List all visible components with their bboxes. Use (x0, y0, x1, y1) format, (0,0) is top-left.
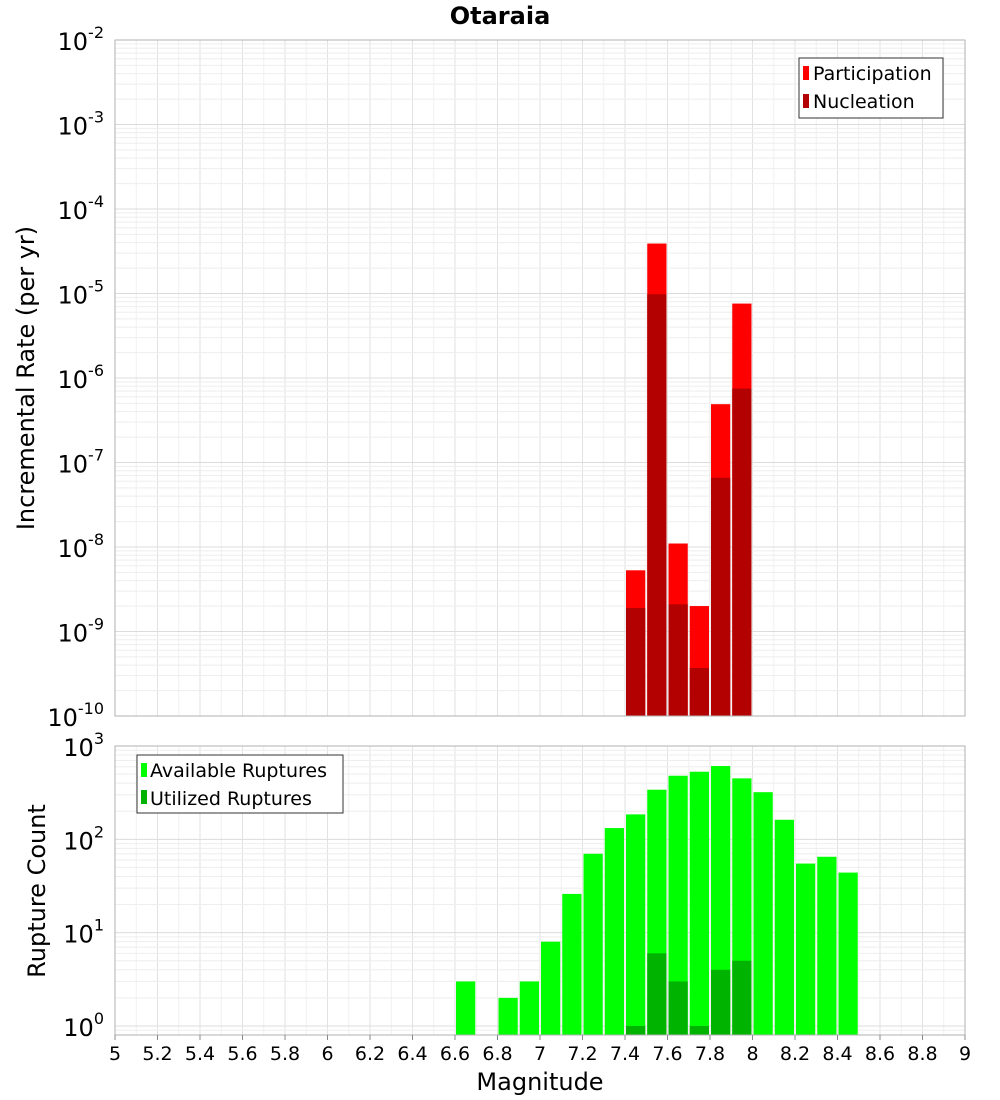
rate-y-tick-label: 10-4 (58, 192, 105, 225)
available-ruptures-bar (519, 981, 539, 1035)
rate-y-tick-label: 10-5 (58, 277, 105, 310)
rate-y-tick-label: 10-7 (58, 446, 105, 479)
rate-y-tick-label: 10-6 (58, 361, 105, 394)
rate-plot-grid (114, 39, 966, 717)
count-y-tick-label: 100 (63, 1009, 104, 1042)
available-ruptures-bar (796, 863, 816, 1035)
available-ruptures-bar (753, 792, 773, 1035)
x-tick-label: 6.4 (397, 1043, 427, 1065)
available-ruptures-bar (838, 872, 858, 1035)
legend-label-available: Available Ruptures (150, 760, 327, 782)
x-tick-label: 7.8 (695, 1043, 725, 1065)
available-ruptures-bar (689, 771, 709, 1035)
rate-y-tick-label: 10-2 (58, 23, 105, 56)
x-tick-label: 8.6 (865, 1043, 895, 1065)
magnitude-x-ticks: 5 5.2 5.4 5.6 5.8 6 6.2 6.4 6.6 6.8 7 7.2 7.4 7.6 7.8 8… (109, 1035, 971, 1065)
available-ruptures-bar (456, 981, 476, 1035)
rate-y-tick-label: 10-10 (47, 699, 104, 732)
rate-y-tick-label: 10-9 (58, 615, 105, 648)
count-y-ticks: 100 101 102 103 (63, 729, 104, 1042)
x-tick-label: 7.4 (610, 1043, 640, 1065)
utilized-ruptures-bar (711, 969, 731, 1035)
count-plot: 100 101 102 103 5 5.2 5.4 5.6 5.8 6 6.2 6.4 6.6 6.8 7… (23, 729, 971, 1096)
utilized-ruptures-bar (732, 960, 752, 1035)
legend-label-utilized: Utilized Ruptures (150, 788, 312, 810)
count-y-axis-label: Rupture Count (23, 804, 51, 978)
x-tick-label: 5.4 (185, 1043, 215, 1065)
nucleation-bar (689, 667, 709, 716)
rate-plot-bars (626, 243, 752, 716)
nucleation-bar (711, 477, 731, 716)
nucleation-bar (647, 294, 667, 716)
available-ruptures-bar (626, 814, 646, 1035)
x-tick-label: 7 (534, 1043, 546, 1065)
legend-swatch-utilized (141, 790, 147, 804)
utilized-ruptures-bar (689, 1025, 709, 1035)
rate-y-ticks: 10-10 10-9 10-8 10-7 10-6 10-5 10-4 10-3 10-2 (47, 23, 104, 732)
nucleation-bar (626, 607, 646, 716)
count-y-tick-label: 103 (63, 729, 104, 762)
x-tick-label: 7.2 (567, 1043, 597, 1065)
available-ruptures-bar (562, 893, 582, 1035)
count-y-tick-label: 101 (63, 916, 104, 949)
x-tick-label: 6.2 (355, 1043, 385, 1065)
x-tick-label: 9 (959, 1043, 971, 1065)
x-tick-label: 5.6 (227, 1043, 257, 1065)
utilized-ruptures-bar (647, 953, 667, 1035)
count-y-tick-label: 102 (63, 822, 104, 855)
legend-label-nucleation: Nucleation (813, 91, 915, 113)
rate-y-tick-label: 10-3 (58, 108, 105, 141)
available-ruptures-bar (604, 828, 624, 1035)
legend-label-participation: Participation (813, 63, 932, 85)
x-tick-label: 7.6 (652, 1043, 682, 1065)
available-ruptures-bar (774, 819, 794, 1035)
rate-y-axis-label: Incremental Rate (per yr) (12, 226, 40, 530)
x-tick-label: 5.8 (270, 1043, 300, 1065)
count-plot-bars (456, 766, 858, 1035)
utilized-ruptures-bar (668, 981, 688, 1035)
chart-title: Otaraia (450, 2, 551, 30)
nucleation-bar (732, 388, 752, 716)
available-ruptures-bar (817, 856, 837, 1035)
x-tick-label: 6.8 (482, 1043, 512, 1065)
available-ruptures-bar (498, 997, 518, 1035)
available-ruptures-bar (541, 941, 561, 1035)
available-ruptures-bar (583, 853, 603, 1035)
x-tick-label: 5 (109, 1043, 121, 1065)
x-tick-label: 8.2 (780, 1043, 810, 1065)
x-tick-label: 6.6 (440, 1043, 470, 1065)
x-tick-label: 5.2 (142, 1043, 172, 1065)
rate-legend-box (798, 57, 944, 119)
x-axis-label: Magnitude (476, 1068, 603, 1096)
count-legend: Available Ruptures Utilized Ruptures (136, 754, 344, 814)
rate-plot-frame (114, 39, 966, 717)
rate-legend: Participation Nucleation (798, 57, 944, 119)
rate-plot: 10-10 10-9 10-8 10-7 10-6 10-5 10-4 10-3 10-2 In… (12, 23, 966, 732)
x-tick-label: 8 (746, 1043, 758, 1065)
legend-swatch-available (141, 763, 147, 777)
rate-y-tick-label: 10-8 (58, 530, 105, 563)
legend-swatch-participation (803, 66, 809, 80)
utilized-ruptures-bar (626, 1025, 646, 1035)
available-ruptures-bar (668, 775, 688, 1035)
available-ruptures-bar (711, 766, 731, 1035)
legend-swatch-nucleation (803, 94, 809, 108)
nucleation-bar (668, 604, 688, 716)
x-tick-label: 8.4 (822, 1043, 852, 1065)
x-tick-label: 6 (321, 1043, 333, 1065)
x-tick-label: 8.8 (907, 1043, 937, 1065)
count-legend-box (136, 754, 344, 814)
